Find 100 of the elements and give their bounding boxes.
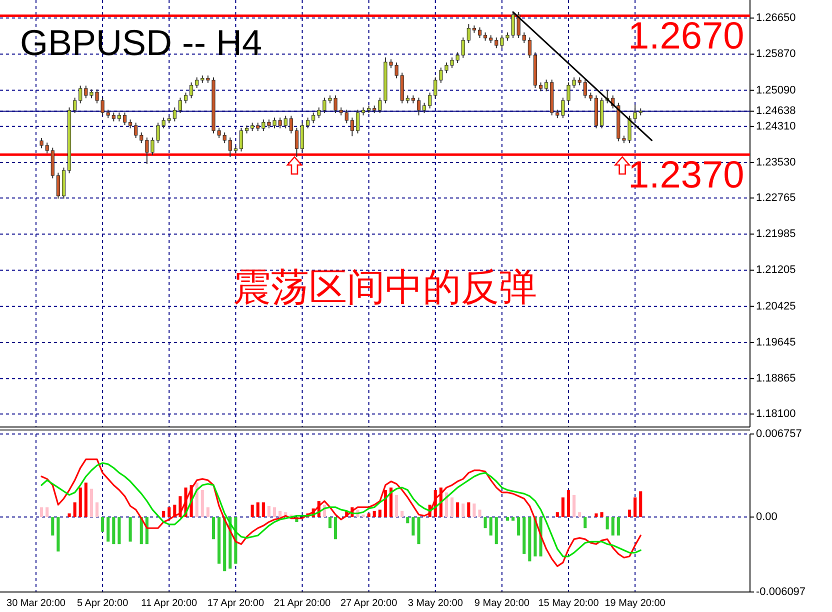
- annotation: 震荡区间中的反弹: [233, 267, 537, 309]
- candlestick: [294, 127, 298, 158]
- bar: [46, 507, 49, 518]
- bar: [272, 507, 276, 518]
- bar: [628, 510, 632, 518]
- candlestick: [289, 115, 293, 134]
- bar: [634, 497, 637, 518]
- x-tick-label: 11 Apr 20:00: [141, 598, 198, 609]
- bar: [522, 517, 526, 554]
- y-tick-label: 1.21205: [756, 264, 796, 276]
- bar: [639, 491, 642, 518]
- bar: [378, 510, 382, 518]
- bar: [517, 517, 520, 536]
- bar: [616, 517, 620, 536]
- bar: [561, 497, 564, 518]
- x-tick-label: 15 May 20:00: [538, 598, 600, 609]
- bar: [450, 497, 454, 518]
- bar: [484, 517, 487, 528]
- bar: [328, 517, 332, 528]
- candlestick: [195, 76, 199, 88]
- y-tick-label: 1.26650: [756, 12, 796, 24]
- candlestick: [140, 132, 144, 144]
- bar: [195, 482, 198, 518]
- bar: [278, 510, 282, 518]
- bar: [400, 510, 404, 518]
- bar: [267, 506, 270, 518]
- y-tick-label: 1.23530: [756, 156, 796, 169]
- bar: [40, 507, 44, 518]
- candlestick: [122, 112, 127, 126]
- bar: [395, 494, 398, 518]
- x-tick-label: 27 Apr 20:00: [340, 598, 398, 609]
- candlestick: [312, 112, 316, 124]
- bar: [566, 490, 570, 518]
- bar: [73, 502, 76, 518]
- bar: [112, 517, 116, 544]
- candlestick: [172, 106, 176, 122]
- bar: [467, 502, 470, 518]
- candlestick: [184, 92, 188, 104]
- bar: [334, 517, 338, 540]
- y-tick-label: 1.25090: [756, 84, 796, 96]
- bar: [494, 517, 498, 544]
- candlestick: [178, 97, 182, 114]
- candlestick: [73, 97, 77, 114]
- bar: [256, 502, 260, 518]
- bar: [250, 504, 254, 518]
- candlestick: [190, 82, 194, 99]
- ref-line-label: 1.2670: [628, 16, 744, 58]
- bar: [456, 502, 460, 518]
- bar: [362, 514, 365, 518]
- bar: [212, 517, 216, 540]
- bar: [462, 504, 465, 518]
- candlestick: [306, 117, 310, 129]
- candlestick: [284, 115, 288, 129]
- bar: [128, 517, 132, 542]
- y-tick-label: 1.18100: [756, 408, 796, 420]
- y-tick-label: 1.24638: [756, 105, 796, 118]
- candlestick: [78, 85, 82, 104]
- bar: [78, 488, 82, 518]
- y-tick-label: 1.21985: [756, 228, 796, 240]
- candlestick: [428, 92, 432, 109]
- candlestick: [228, 137, 232, 158]
- bar: [594, 513, 598, 518]
- candlestick: [56, 172, 60, 200]
- candlestick: [461, 37, 465, 58]
- candlestick: [522, 32, 526, 44]
- x-tick-label: 9 May 20:00: [474, 598, 530, 609]
- y-tick-label: 1.24310: [756, 120, 796, 132]
- x-tick-label: 5 Apr 20:00: [76, 598, 129, 609]
- x-tick-label: 30 Mar 20:00: [6, 598, 66, 609]
- bar: [556, 512, 559, 518]
- bar: [95, 502, 99, 518]
- candlestick: [239, 127, 244, 152]
- bar: [512, 517, 515, 521]
- bar: [168, 507, 171, 518]
- y-tick-label: 0.00: [756, 511, 778, 524]
- bar: [578, 512, 582, 518]
- y-tick-label: -0.006097: [756, 586, 806, 598]
- candlestick: [134, 122, 138, 139]
- bar: [223, 517, 226, 572]
- bar: [611, 517, 614, 536]
- candlestick: [494, 37, 498, 49]
- bar: [406, 517, 410, 524]
- bar: [389, 488, 393, 518]
- x-tick-label: 21 Apr 20:00: [274, 598, 332, 609]
- bar: [506, 517, 510, 521]
- y-tick-label: 1.25870: [756, 48, 796, 60]
- x-tick-label: 19 May 20:00: [604, 598, 666, 609]
- candlestick: [583, 79, 587, 99]
- bar: [90, 488, 93, 518]
- bar: [472, 504, 476, 518]
- candlestick: [466, 24, 470, 44]
- bar: [367, 513, 370, 518]
- bar: [206, 507, 210, 518]
- bar: [606, 517, 609, 530]
- bar: [218, 517, 221, 564]
- bar: [162, 510, 166, 518]
- y-tick-label: 1.19645: [756, 336, 796, 348]
- candlestick: [544, 79, 548, 92]
- bar: [412, 517, 415, 536]
- bar: [528, 517, 532, 562]
